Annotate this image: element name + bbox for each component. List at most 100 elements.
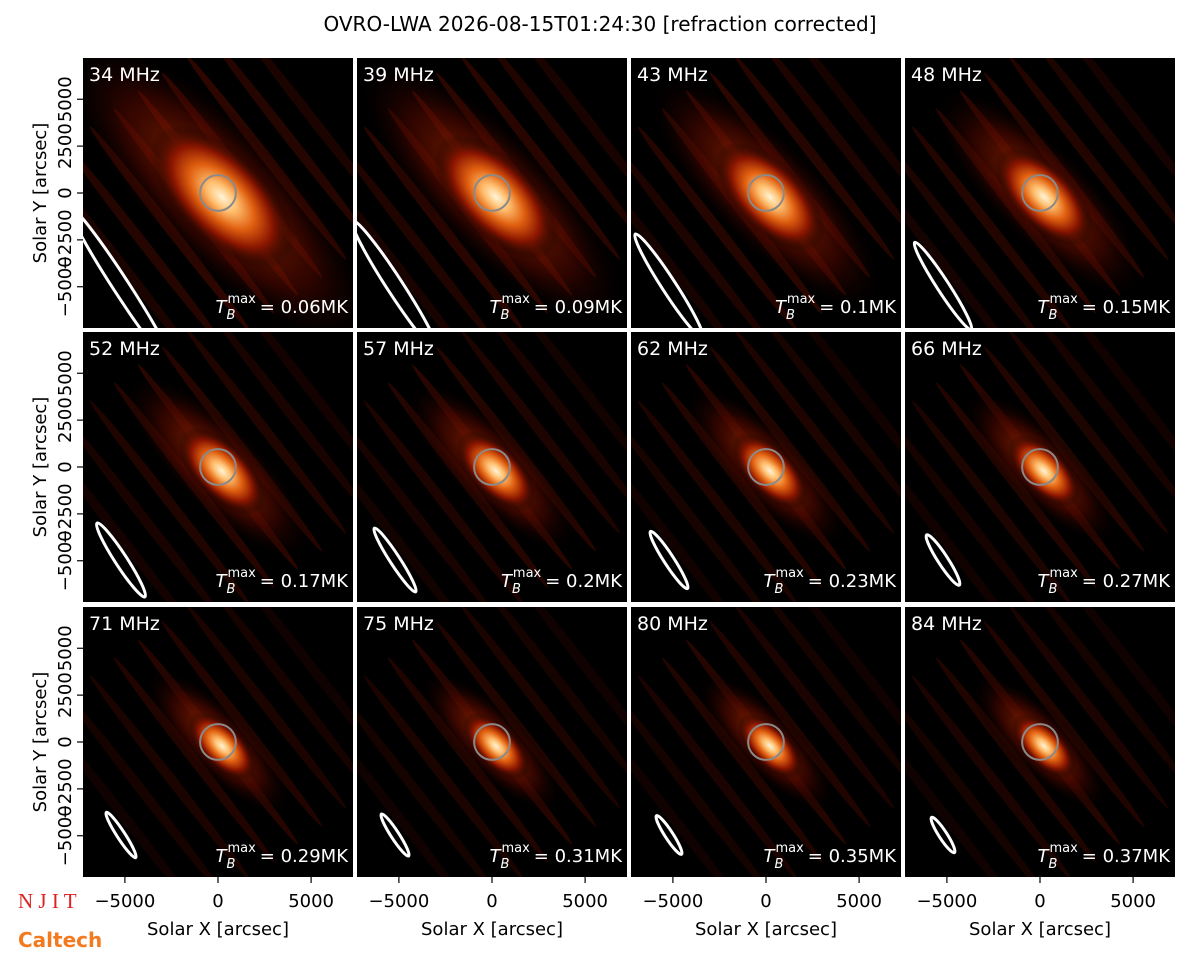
solar-disk [199,174,237,212]
streak [357,436,477,602]
streak [637,400,799,602]
annotation: TBmax = 0.37MK [1038,841,1172,872]
symbol: T [775,297,788,318]
streak [637,126,799,328]
annotation: TBmax = 0.29MK [216,841,350,872]
value-label: = 0.29MK [260,846,349,867]
streak [83,436,203,602]
streak [483,58,627,242]
annotation: TBmax = 0.27MK [1038,566,1172,597]
symbol: T [1038,297,1051,318]
symbol: T [490,297,503,318]
streak [905,418,1049,602]
panel [83,58,353,328]
logo: N J I T [18,889,77,913]
symbol: T [216,297,229,318]
x-tick-label: 5000 [288,891,334,912]
streak [363,400,525,602]
y-axis-label: Solar Y [arcsec] [30,672,51,813]
beam [379,812,411,858]
streak [185,607,347,809]
subscript: B [501,857,510,872]
source [732,433,808,509]
panel-title: 34 MHz [89,64,160,86]
subscript: B [501,308,510,323]
x-axis-label: Solar X [arcsec] [421,919,563,940]
streak [357,144,501,328]
streak [1031,607,1175,791]
streak [905,162,1025,328]
streak [781,607,901,773]
streak [733,607,895,809]
streak [209,607,353,791]
streak [233,58,353,224]
streak [1007,58,1169,260]
x-tick-label: 5000 [1110,891,1156,912]
y-axis-label: Solar Y [arcsec] [30,397,51,538]
superscript: max [775,841,804,856]
y-tick-label: −5000 [55,530,76,591]
streak [1007,332,1169,534]
source [1007,434,1081,508]
value-label: = 0.23MK [808,571,897,592]
streak [757,607,901,791]
source [149,124,295,270]
streak [233,607,353,773]
y-tick-label: 0 [55,736,76,747]
x-tick-label: 0 [760,891,771,912]
panel-title: 71 MHz [89,613,160,635]
streak [363,675,525,877]
symbol: T [1038,846,1051,867]
streak [911,126,1073,328]
value-label: = 0.27MK [1082,571,1171,592]
streak [781,332,901,498]
beam [654,814,684,856]
streak [631,144,775,328]
streak [905,144,1049,328]
streak [1007,607,1169,809]
beam [357,218,440,328]
panel [631,607,901,877]
annotation: TBmax = 0.06MK [216,292,350,323]
streak [631,162,751,328]
annotation: TBmax = 0.35MK [764,841,898,872]
y-tick-label: 5000 [55,625,76,671]
streak [233,332,353,498]
source [456,431,536,511]
panel [905,607,1175,877]
source [178,427,266,515]
panel-title: 48 MHz [911,64,982,86]
y-tick-label: 0 [55,461,76,472]
logo: Caltech [18,928,102,952]
streak [631,711,751,877]
x-tick-label: 0 [1034,891,1045,912]
x-tick-label: −5000 [94,891,155,912]
streak [83,418,227,602]
annotation: TBmax = 0.15MK [1038,292,1172,323]
streak [911,675,1073,877]
superscript: max [227,292,256,307]
panel-title: 57 MHz [363,338,434,360]
panel [357,58,627,328]
annotation: TBmax = 0.09MK [490,292,624,323]
solar-disk [473,723,511,761]
solar-disk [473,448,511,486]
value-label: = 0.17MK [260,571,349,592]
beam [929,815,957,855]
subscript: B [227,582,236,597]
panel-title: 62 MHz [637,338,708,360]
beam [648,529,690,591]
x-axis-label: Solar X [arcsec] [969,919,1111,940]
panel [905,58,1175,328]
subscript: B [775,582,784,597]
panel [905,332,1175,602]
solar-disk [473,174,511,212]
subscript: B [786,308,795,323]
panel-title: 39 MHz [363,64,434,86]
subscript: B [512,582,521,597]
solar-disk [747,723,785,761]
panel-title: 66 MHz [911,338,982,360]
streak [89,400,251,602]
streak [905,436,1025,602]
